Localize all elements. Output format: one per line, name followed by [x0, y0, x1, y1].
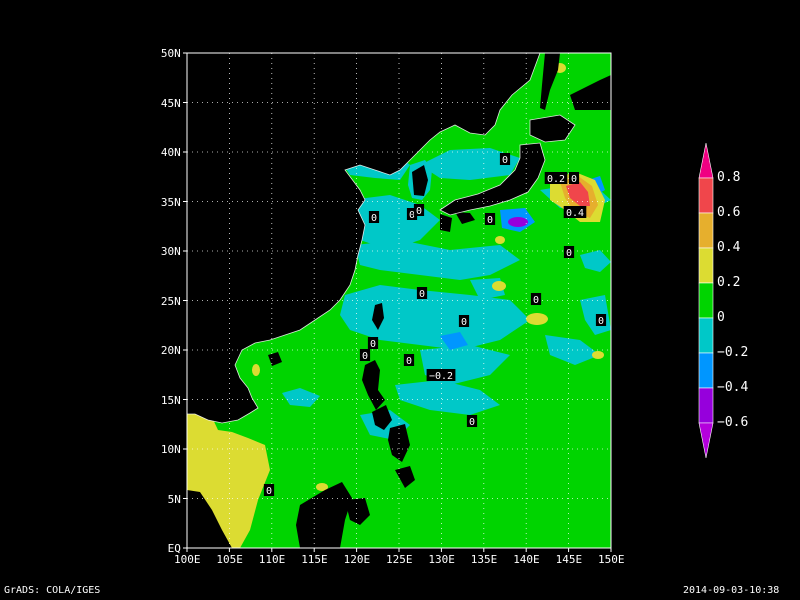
contour-label: 0: [263, 484, 275, 497]
colorbar-segment: [698, 352, 714, 389]
contour-label: 0: [530, 293, 542, 306]
contour-label: 0: [416, 287, 428, 300]
svg-text:0: 0: [362, 351, 368, 362]
graticule: [187, 53, 611, 548]
lat-tick-label: 45N: [160, 96, 181, 110]
svg-text:0: 0: [406, 356, 412, 367]
svg-text:0: 0: [502, 155, 508, 166]
svg-text:0.2: 0.2: [547, 174, 565, 185]
lat-tick-label: 25N: [160, 294, 181, 308]
svg-text:0: 0: [266, 486, 272, 497]
svg-text:0: 0: [487, 215, 493, 226]
colorbar-bottom-arrow: [698, 422, 714, 459]
svg-text:0: 0: [370, 339, 376, 350]
colorbar-label: 0: [717, 310, 725, 325]
lon-tick-label: 110E: [258, 553, 286, 566]
lon-tick-label: 130E: [428, 553, 455, 566]
lon-tick-label: 120E: [343, 553, 371, 566]
colorbar-label: 0.8: [717, 170, 741, 185]
colorbar-segment: [698, 282, 714, 319]
lon-tick-label: 135E: [470, 553, 498, 566]
contour-label: 0: [568, 172, 580, 185]
lon-tick-label: 115E: [301, 553, 328, 566]
lon-tick-label: 125E: [386, 553, 413, 566]
svg-text:−0.2: −0.2: [429, 371, 453, 382]
colorbar: [698, 142, 714, 459]
colorbar-label: −0.4: [717, 380, 749, 395]
svg-text:0: 0: [469, 417, 475, 428]
colorbar-top-arrow: [698, 142, 714, 179]
axis-ticks: [183, 52, 612, 552]
contour-label: 0.4: [563, 206, 587, 219]
colorbar-label: 0.2: [717, 275, 741, 290]
coastlines: [187, 53, 576, 424]
svg-text:0.4: 0.4: [566, 208, 584, 219]
contour-label: 0: [406, 208, 418, 221]
colorbar-segment: [698, 247, 714, 284]
lon-tick-label: 100E: [174, 553, 201, 566]
colorbar-label: −0.2: [717, 345, 749, 360]
svg-text:0: 0: [571, 174, 577, 185]
contour-label: 0: [413, 204, 425, 217]
lat-tick-label: 50N: [160, 47, 181, 60]
svg-text:0: 0: [461, 317, 467, 328]
colorbar-segment: [698, 177, 714, 214]
lat-tick-label: 30N: [160, 245, 181, 258]
footer-timestamp: 2014-09-03-10:38: [683, 585, 780, 596]
lat-tick-label: 20N: [160, 344, 181, 357]
svg-text:0: 0: [371, 213, 377, 224]
contour-label: −0.2: [426, 369, 456, 382]
contour-label: 0: [563, 246, 575, 259]
contour-label: 0: [367, 337, 379, 350]
colorbar-segment: [698, 212, 714, 249]
contour-label: 0: [368, 211, 380, 224]
lat-tick-label: 40N: [160, 146, 181, 159]
lon-tick-label: 145E: [555, 553, 583, 566]
lat-tick-label: 5N: [167, 492, 181, 506]
svg-text:0: 0: [419, 289, 425, 300]
colorbar-label: −0.6: [717, 415, 749, 430]
svg-text:0: 0: [566, 248, 572, 259]
footer-credit: GrADS: COLA/IGES: [4, 585, 101, 596]
svg-text:0: 0: [416, 206, 422, 217]
maximum-patch: [566, 182, 590, 206]
lat-tick-label: 15N: [160, 393, 181, 407]
colorbar-segment: [698, 317, 714, 354]
colorbar-segment: [698, 387, 714, 424]
contour-label: 0: [484, 213, 496, 226]
svg-text:0: 0: [533, 295, 539, 306]
contour-label: 0: [458, 315, 470, 328]
lon-tick-label: 140E: [513, 553, 540, 566]
svg-text:0: 0: [598, 316, 604, 327]
contour-label: 0: [595, 314, 607, 327]
contour-label: 0: [359, 349, 371, 362]
lon-tick-label: 105E: [216, 553, 243, 566]
colorbar-label: 0.4: [717, 240, 741, 255]
contour-label: 0.2: [544, 172, 568, 185]
contour-label: 0: [499, 153, 511, 166]
svg-text:0: 0: [409, 210, 415, 221]
lat-tick-label: 35N: [160, 195, 181, 209]
minimum-patch: [508, 217, 528, 227]
contour-label: 0: [403, 354, 415, 367]
lat-tick-label: EQ: [167, 542, 181, 555]
contour-label: 0: [466, 415, 478, 428]
lon-tick-label: 150E: [598, 553, 625, 566]
lat-tick-label: 10N: [160, 443, 181, 456]
colorbar-label: 0.6: [717, 205, 741, 220]
